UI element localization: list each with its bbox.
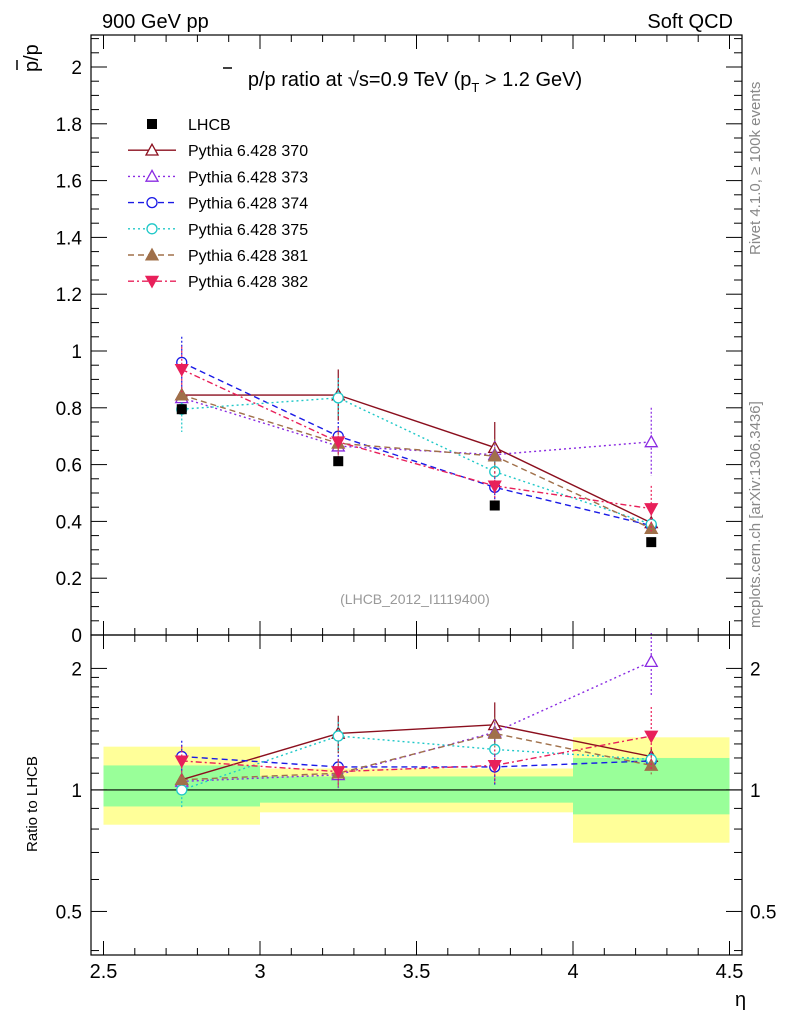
header-right: Soft QCD [647,11,733,33]
x-axis-label: η [735,989,746,1011]
y-tick-label-main-5: 1 [71,342,82,363]
y-tick-label-main-0: 0 [71,626,82,647]
legend-label-0: LHCB [188,117,231,134]
x-tick-label-3: 4 [567,961,578,983]
legend: LHCB Pythia 6.428 370 Pythia 6.428 373 Pyth… [128,117,308,291]
ratio-5-point-0 [174,755,189,769]
y-tick-label-main-2: 0.4 [56,512,83,533]
title-pbar-p: p/p [248,69,276,91]
ratio-panel [91,633,742,809]
series-5-point-3 [644,503,659,516]
y-tick-label-main-7: 1.4 [56,228,83,249]
y-tick-label-ratio-right-1: 1 [750,781,761,802]
y-tick-label-main-3: 0.6 [56,456,82,477]
series-4-point-2 [487,448,502,462]
y-axis-label-main: p/p [21,44,43,72]
ratio-4-point-0 [174,772,189,786]
legend-label-6: Pythia 6.428 382 [188,274,308,291]
title-sqrt-s: √s [348,69,369,91]
legend-label-5: Pythia 6.428 381 [188,248,308,265]
legend-label-4: Pythia 6.428 375 [188,222,308,239]
ratio-5-point-2 [487,759,502,773]
legend-marker-3 [146,196,158,209]
data-point-2 [489,500,500,511]
chart-title: p/p ratio at √s=0.9 TeV (pT > 1.2 GeV) [248,69,582,95]
header-left: 900 GeV pp [102,11,209,33]
y-tick-label-main-10: 2 [71,58,82,79]
x-tick-label-1: 3 [254,961,265,983]
title-sub-t: T [471,80,479,95]
series-line-2 [181,361,652,527]
x-tick-label-4: 4.5 [716,961,744,983]
ratio-line-3 [181,735,652,791]
series-line-5 [181,368,652,510]
legend-marker-6 [144,275,160,289]
ratio-line-0 [181,724,652,781]
series-3-point-1 [332,392,344,404]
series-line-4 [181,394,652,530]
legend-marker-5 [144,247,160,261]
ratio-4-point-2 [487,726,502,739]
legend-marker-1 [144,142,160,156]
ratio-1-point-3 [644,654,659,667]
series-5-point-1 [331,436,346,450]
title-cut: > 1.2 GeV) [479,69,582,91]
ratio-line-2 [181,755,652,768]
series-5-point-0 [174,364,189,377]
y-tick-label-ratio-right-2: 2 [750,659,761,680]
title-ratio-at: ratio at [276,69,348,91]
data-point-3 [646,537,657,548]
series-line-0 [181,394,652,524]
legend-marker-2 [144,169,160,182]
y-tick-label-ratio-right-0: 0.5 [750,902,776,923]
ratio-line-5 [181,735,652,773]
legend-marker-4 [146,223,158,235]
ratio-5-point-3 [644,730,659,744]
data-point-0 [176,404,187,415]
axes: 2.5 3 3.5 4 4.5 0 0.2 0.4 0.6 0.8 1 1.2 1.4 1.6 1.8 2 0.… [56,34,776,983]
rivet-label: Rivet 4.1.0, ≥ 100k events [747,82,764,255]
y-tick-label-ratio-0: 0.5 [56,902,82,923]
title-energy: =0.9 TeV (p [369,69,471,91]
legend-marker-0 [147,119,157,129]
ratio-5-point-1 [331,766,346,779]
series-5-point-2 [487,480,502,494]
y-tick-label-ratio-2: 2 [71,659,82,680]
y-tick-label-ratio-1: 1 [71,781,82,802]
series-4-point-0 [174,387,189,401]
mcplots-label: mcplots.cern.ch [arXiv:1306.3436] [747,401,764,628]
x-tick-label-0: 2.5 [90,961,118,983]
analysis-watermark: (LHCB_2012_I1119400) [340,591,490,607]
y-tick-label-main-4: 0.8 [56,399,82,420]
series-1-point-3 [644,434,659,448]
ratio-3-point-1 [332,730,344,742]
main-panel [174,336,659,548]
y-tick-label-main-6: 1.2 [56,285,82,306]
series-line-1 [181,397,652,456]
y-tick-label-main-8: 1.6 [56,172,82,193]
legend-label-1: Pythia 6.428 370 [188,143,308,160]
ratio-3-point-0 [176,784,188,796]
y-tick-label-main-1: 0.2 [56,569,82,590]
legend-label-3: Pythia 6.428 374 [188,196,308,213]
legend-label-2: Pythia 6.428 373 [188,169,308,186]
y-tick-label-main-9: 1.8 [56,115,82,136]
x-tick-label-2: 3.5 [403,961,431,983]
data-point-1 [333,456,344,467]
y-axis-label-ratio: Ratio to LHCB [24,756,41,852]
